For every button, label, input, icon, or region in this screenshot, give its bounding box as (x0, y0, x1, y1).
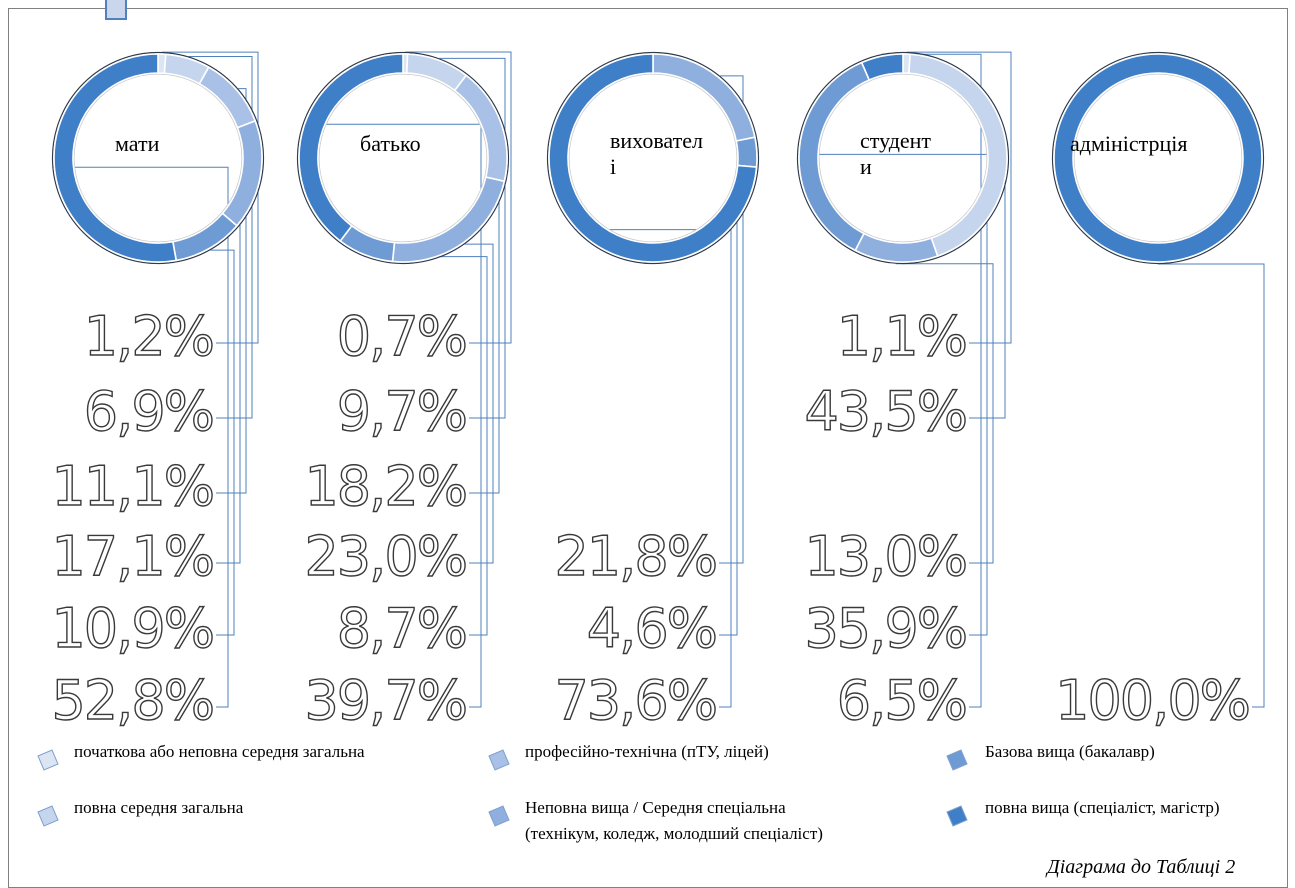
ring-label-1: батько (360, 131, 421, 156)
legend-swatch-5 (946, 805, 968, 827)
data-label-3-3: 13,0% (804, 525, 966, 588)
legend-swatch-shape-0 (37, 749, 59, 771)
legend-swatch-shape-5 (946, 805, 968, 827)
ring-inner-outline-2 (568, 73, 738, 243)
chart-caption: Діаграма до Таблиці 2 (1047, 856, 1236, 878)
legend-label-3b: (технікум, коледж, молодший спеціаліст) (525, 824, 823, 843)
data-label-0-3: 17,1% (51, 525, 213, 588)
data-label-1-3: 23,0% (304, 525, 466, 588)
data-label-3-5: 6,5% (837, 669, 966, 732)
ring-outline-0 (51, 51, 265, 265)
ring-inner-outline-0 (73, 73, 243, 243)
ring-segment-3-5[interactable] (860, 53, 904, 82)
ring-segment-0-5[interactable] (53, 53, 178, 263)
ring-inner-outline-3 (818, 73, 988, 243)
legend-label-0: початкова або неповна середня загальна (74, 742, 365, 761)
ring-label-0: мати (115, 131, 160, 156)
data-label-3-1: 43,5% (804, 380, 966, 443)
legend-label-5: повна вища (спеціаліст, магістр) (985, 798, 1220, 817)
leader-lines (52, 51, 1265, 708)
ring-segment-3-4[interactable] (798, 61, 871, 252)
ring-segment-0-2[interactable] (198, 66, 257, 129)
data-labels: 1,2% 6,9% 11,1% 17,1% 10,9% 52,8% 0,7% 9,7% 18,2… (51, 304, 1252, 732)
leader-line-0-2 (216, 88, 247, 494)
ring-segment-1-1[interactable] (405, 53, 468, 92)
ring-segment-3-1[interactable] (908, 53, 1008, 258)
ring-outline-1 (296, 51, 510, 265)
ring-inner-outline-1 (318, 73, 488, 243)
leader-line-0-5 (52, 166, 229, 708)
leader-line-0-0 (161, 51, 259, 344)
legend-swatch-4 (946, 749, 968, 771)
data-label-2-3: 21,8% (554, 525, 716, 588)
legend-swatch-shape-2 (488, 749, 510, 771)
ring-segment-4-5[interactable] (1053, 53, 1263, 263)
ring-label-3: студент и (860, 128, 931, 179)
data-label-0-5: 52,8% (51, 669, 213, 732)
leader-line-3-5 (881, 53, 982, 708)
ring-outline-4 (1051, 51, 1265, 265)
legend-label-4: Базова вища (бакалавр) (985, 742, 1155, 761)
ring-labels: мати батько виховател і студент и адміністрція (115, 128, 1188, 179)
legend-swatch-2 (488, 749, 510, 771)
ring-outline-2 (546, 51, 760, 265)
doughnut-rings (51, 51, 1265, 265)
data-label-3-0: 1,1% (837, 305, 966, 368)
data-label-0-1: 6,9% (84, 380, 213, 443)
legend-label-2: професійно-технічна (пТУ, ліцей) (525, 742, 769, 761)
leader-line-1-0 (405, 51, 512, 344)
data-label-1-5: 39,7% (304, 669, 466, 732)
leader-line-1-3 (464, 243, 494, 564)
data-label-3-4: 35,9% (804, 597, 966, 660)
ring-label-2: виховател і (610, 128, 703, 179)
data-label-2-5: 73,6% (554, 669, 716, 732)
legend-swatch-shape-1 (37, 805, 59, 827)
leader-line-4-5 (1158, 263, 1265, 708)
data-label-4-5: 100,0% (1055, 669, 1249, 732)
data-label-1-1: 9,7% (337, 380, 466, 443)
data-label-2-4: 4,6% (587, 597, 716, 660)
data-label-1-0: 0,7% (337, 305, 466, 368)
ring-segment-1-5[interactable] (298, 53, 404, 243)
data-label-0-2: 11,1% (51, 455, 213, 518)
legend-label-3a: Неповна вища / Середня спеціальна (525, 798, 786, 817)
legend-label-1: повна середня загальна (74, 798, 244, 817)
leader-line-3-0 (906, 51, 1012, 344)
ring-segment-2-5[interactable] (548, 53, 758, 263)
legend-swatch-3 (488, 805, 510, 827)
legend-swatch-0 (37, 749, 59, 771)
ring-segment-1-3[interactable] (391, 176, 506, 263)
data-label-0-4: 10,9% (51, 597, 213, 660)
ring-label-4: адміністрція (1070, 131, 1188, 156)
ring-segment-2-4[interactable] (735, 136, 758, 169)
ring-inner-outline-4 (1073, 73, 1243, 243)
legend-swatch-shape-4 (946, 749, 968, 771)
chart-resize-handle[interactable] (105, 0, 127, 20)
ring-outline-3 (796, 51, 1010, 265)
leader-line-1-5 (302, 123, 482, 708)
leader-line-3-4 (797, 153, 988, 636)
data-label-1-2: 18,2% (304, 455, 466, 518)
data-label-1-4: 8,7% (337, 597, 466, 660)
legend-swatch-1 (37, 805, 59, 827)
legend-swatch-shape-3 (488, 805, 510, 827)
leader-line-0-4 (210, 249, 235, 636)
data-label-0-0: 1,2% (84, 305, 213, 368)
leader-line-2-5 (574, 229, 732, 708)
